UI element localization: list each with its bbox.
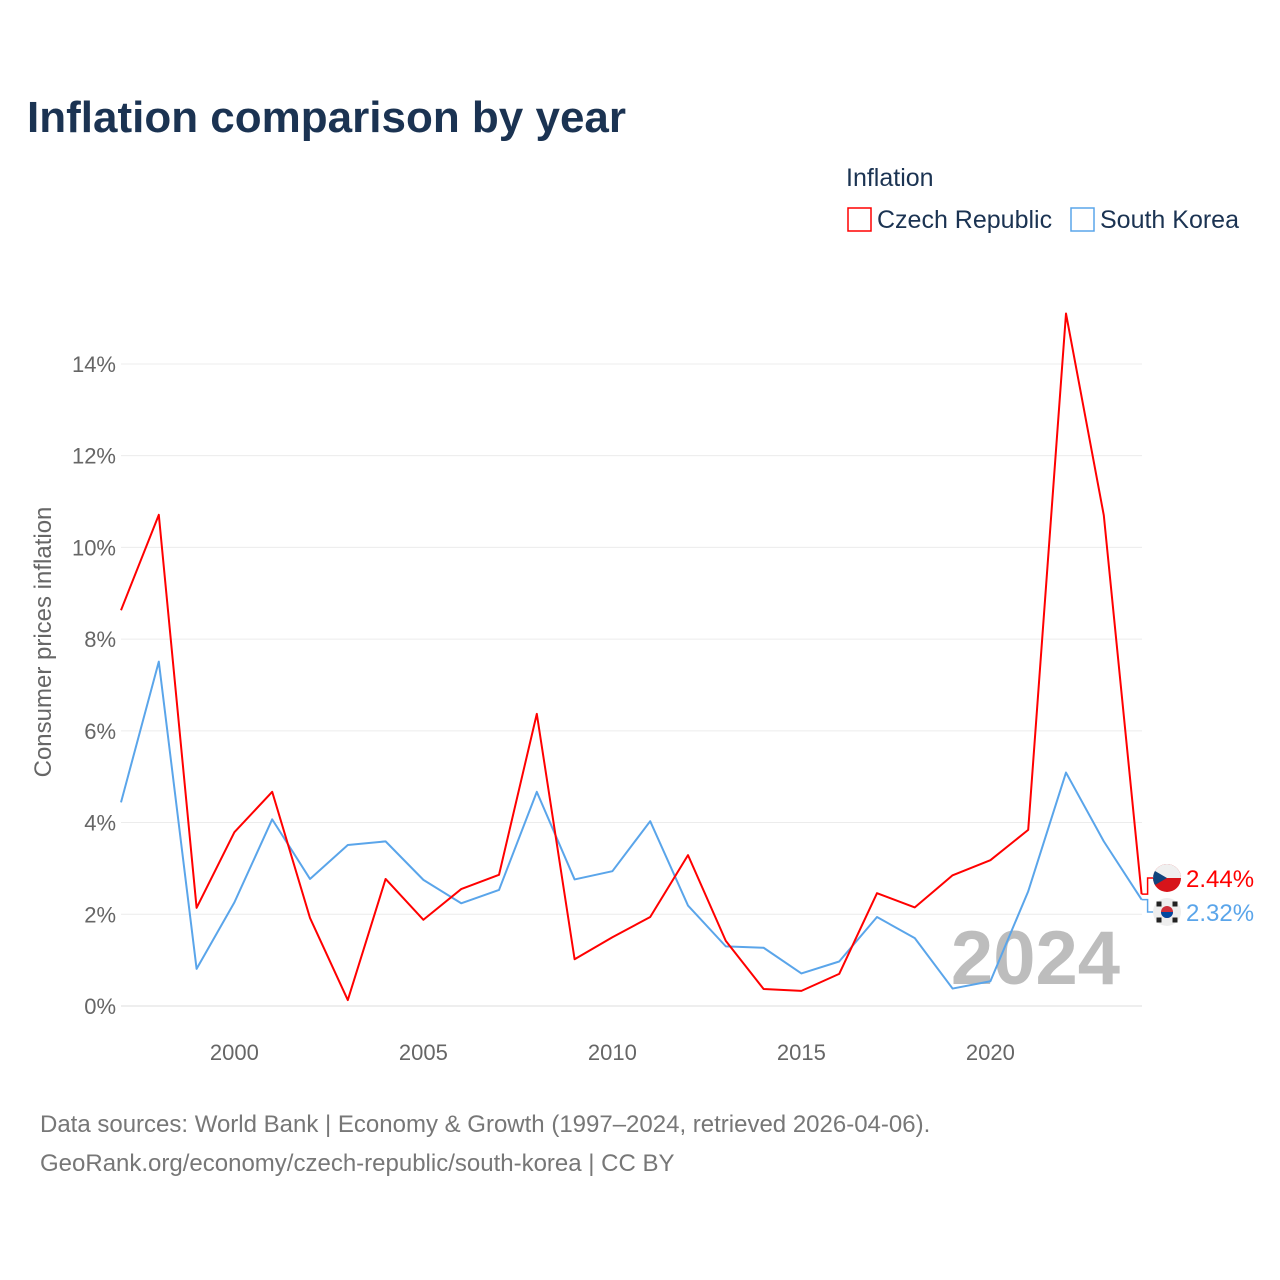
y-tick-label: 2% [84, 902, 116, 927]
y-tick-label: 0% [84, 994, 116, 1019]
legend-item-czech[interactable]: Czech Republic [847, 206, 1052, 234]
y-axis-label: Consumer prices inflation [30, 507, 57, 778]
end-value-label: 2.44% [1186, 866, 1254, 893]
legend-swatch-czech [847, 207, 872, 232]
series-line-czech-republic[interactable] [120, 312, 1143, 1002]
y-tick-label: 6% [84, 719, 116, 744]
chart-title: Inflation comparison by year [27, 93, 626, 142]
x-tick-label: 2000 [210, 1040, 259, 1065]
y-tick-label: 14% [72, 352, 116, 377]
legend-label-czech: Czech Republic [877, 206, 1052, 234]
czech-flag-icon [1153, 864, 1181, 892]
south-korea-flag-icon [1153, 898, 1181, 926]
legend-label-korea: South Korea [1100, 206, 1239, 234]
y-tick-label: 8% [84, 627, 116, 652]
x-tick-label: 2020 [966, 1040, 1015, 1065]
y-tick-label: 4% [84, 811, 116, 836]
y-tick-label: 12% [72, 444, 116, 469]
end-connector [1141, 877, 1154, 895]
legend-swatch-korea [1070, 207, 1095, 232]
x-tick-label: 2010 [588, 1040, 637, 1065]
x-tick-label: 2015 [777, 1040, 826, 1065]
end-value-label: 2.32% [1186, 900, 1254, 927]
y-tick-label: 10% [72, 535, 116, 560]
legend-item-korea[interactable]: South Korea [1070, 206, 1239, 234]
legend-title: Inflation [846, 164, 934, 192]
x-tick-label: 2005 [399, 1040, 448, 1065]
year-watermark: 2024 [951, 916, 1120, 1001]
source-line-2[interactable]: GeoRank.org/economy/czech-republic/south… [40, 1150, 675, 1177]
source-line-1: Data sources: World Bank | Economy & Gro… [40, 1111, 930, 1138]
end-connector [1141, 898, 1154, 913]
series-line-south-korea[interactable] [120, 660, 1143, 990]
